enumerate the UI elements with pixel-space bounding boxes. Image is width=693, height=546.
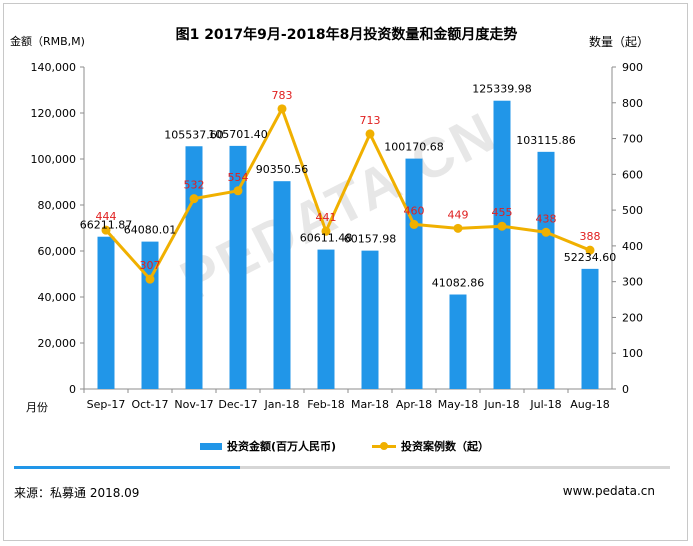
x-axis-tick-label: Apr-18 [396, 398, 432, 411]
footer-divider-accent [14, 466, 240, 469]
right-axis-tick-label: 100 [622, 347, 643, 360]
left-axis-tick-label: 120,000 [31, 107, 77, 120]
line-point [409, 219, 419, 229]
line-value-label: 388 [580, 230, 601, 243]
x-axis-tick-label: Dec-17 [218, 398, 257, 411]
bar [537, 151, 555, 389]
line-series [104, 107, 591, 281]
bar-value-label: 125339.98 [472, 83, 532, 96]
x-axis-tick-label: Oct-17 [132, 398, 169, 411]
right-axis-tick-label: 400 [622, 240, 643, 253]
source-note: 来源：私募通 2018.09 [14, 486, 140, 500]
left-axis-tick-label: 100,000 [31, 153, 77, 166]
right-axis-tick-label: 900 [622, 61, 643, 74]
line-point [365, 129, 375, 139]
line-value-label: 783 [272, 89, 293, 102]
line-value-label: 441 [316, 211, 337, 224]
bar-value-label: 66211.87 [80, 219, 133, 232]
right-axis-tick-label: 600 [622, 168, 643, 181]
line-point [145, 274, 155, 284]
legend-bar-label: 投资金额(百万人民币) [227, 440, 337, 453]
left-axis-tick-label: 60,000 [38, 245, 77, 258]
chart-plot: 0 20,000 40,000 60,000 80,000 100,000 120,000 1… [31, 61, 644, 411]
legend-line-swatch [372, 441, 396, 451]
chart-frame [3, 3, 688, 541]
right-axis-tick-label: 700 [622, 133, 643, 146]
line-point [101, 225, 111, 235]
right-axis-tick-label: 800 [622, 97, 643, 110]
bar-value-label: 105701.40 [208, 128, 268, 141]
x-axis-tick-label: Mar-18 [351, 398, 389, 411]
line-point [189, 194, 199, 204]
line-point [277, 104, 287, 114]
x-axis-tick-label: Jul-18 [529, 398, 561, 411]
left-axis-tick-label: 140,000 [31, 61, 77, 74]
line-value-label: 449 [448, 208, 469, 221]
right-axis-label: 数量（起） [588, 35, 649, 49]
x-axis-tick-label: Jan-18 [264, 398, 300, 411]
bar [97, 236, 115, 389]
bar-value-label: 64080.01 [124, 224, 177, 237]
legend-bar-swatch [200, 442, 222, 450]
bar-value-label: 60611.48 [300, 232, 353, 245]
line-value-label: 444 [96, 210, 117, 223]
bar-value-label: 52234.60 [564, 251, 617, 264]
x-axis-tick-label: Jun-18 [483, 398, 519, 411]
left-axis-tick-label: 80,000 [38, 199, 77, 212]
bar [405, 158, 423, 389]
bar-value-label: 105537.60 [164, 128, 224, 141]
x-axis-tick-label: Nov-17 [174, 398, 213, 411]
legend-item-line: 投资案例数（起） [372, 438, 489, 454]
footer-divider [14, 466, 670, 469]
line-point [233, 186, 243, 196]
x-axis-tick-label: May-18 [438, 398, 479, 411]
line-value-label: 713 [360, 114, 381, 127]
bar-value-label: 60157.98 [344, 233, 397, 246]
line-point [585, 245, 595, 255]
right-axis-tick-label: 500 [622, 204, 643, 217]
bar [449, 294, 467, 389]
bar [273, 181, 291, 389]
bar [493, 100, 511, 389]
line-value-label: 455 [492, 206, 513, 219]
line-point [497, 221, 507, 231]
bar-value-label: 90350.56 [256, 163, 309, 176]
line-value-label: 532 [184, 179, 205, 192]
bar-value-label: 41082.86 [432, 277, 485, 290]
bar [361, 250, 379, 389]
right-axis-tick-label: 300 [622, 276, 643, 289]
left-axis-tick-label: 20,000 [38, 337, 77, 350]
line-value-label: 438 [536, 212, 557, 225]
line-point [453, 223, 463, 233]
right-axis-tick-label: 200 [622, 311, 643, 324]
right-axis-tick-label: 0 [622, 383, 629, 396]
line-value-label: 554 [228, 171, 249, 184]
x-axis-tick-label: Aug-18 [570, 398, 609, 411]
bar-value-label: 103115.86 [516, 134, 576, 147]
bar [317, 249, 335, 389]
left-axis-tick-label: 0 [69, 383, 76, 396]
legend-line-label: 投资案例数（起） [401, 440, 489, 453]
x-axis-tick-label: Sep-17 [87, 398, 126, 411]
chart-title: 图1 2017年9月-2018年8月投资数量和金额月度走势 [175, 27, 518, 43]
line-point [321, 226, 331, 236]
line-value-label: 307 [140, 259, 161, 272]
legend-item-bar: 投资金额(百万人民币) [200, 438, 336, 454]
x-axis-tick-label: Feb-18 [307, 398, 344, 411]
left-axis-label: 金额（RMB,M) [10, 35, 85, 48]
x-axis-unit-label: 月份 [26, 401, 48, 414]
left-axis-tick-label: 40,000 [38, 291, 77, 304]
line-value-label: 460 [404, 204, 425, 217]
bar-value-label: 100170.68 [384, 141, 444, 154]
bar [229, 145, 247, 389]
line-point [541, 227, 551, 237]
bar [581, 268, 599, 389]
legend: 投资金额(百万人民币) 投资案例数（起） [0, 438, 693, 454]
site-url: www.pedata.cn [562, 484, 655, 498]
